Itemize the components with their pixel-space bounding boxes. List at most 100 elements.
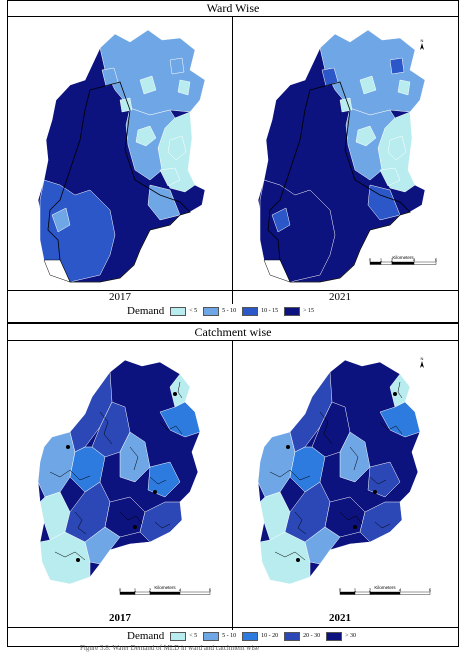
scale-bar-segment [149,591,181,595]
ward-year-2017: 2017 [109,291,131,303]
catchment-legend-item: < 5 [170,631,198,641]
ward-region-mid [367,184,401,221]
catchment-section-title: Catchment wise [194,325,272,339]
catchment-legend: Demand < 5 5 - 10 10 - 20 20 - 30 > 30 [127,630,362,642]
ward-region-low [119,97,133,113]
ward-region-central [345,107,396,181]
catchment-region [259,531,311,585]
ward-region-low [159,167,181,187]
catchment-legend-swatch [326,631,343,641]
scale-bar-tick: 4 [413,258,416,263]
scale-bar-tick: 0 [339,588,342,593]
ward-legend-item: > 15 [284,306,314,316]
catchment-boundary-overlay [47,81,191,283]
catchment-region [159,401,201,438]
catchment-legend-label: Demand [127,630,165,642]
catchment-region [304,526,341,565]
ward-legend-swatch [203,306,220,316]
drainage-line [159,421,183,435]
scale-bar-tick: 6 [209,588,212,593]
catchment-legend-swatch [242,631,259,641]
ward-title-divider [7,16,459,17]
north-arrow-shape [420,43,424,50]
catchment-legend-item-label: 5 - 10 [222,633,237,639]
ward-year-2021: 2021 [329,291,351,303]
drainage-line [274,551,306,561]
drainage-line [149,476,167,485]
catchment-region [367,461,401,498]
ward-region-low [359,75,377,95]
drainage-line [397,381,403,399]
ward-legend-swatch [284,306,301,316]
scale-bar-tick: 1 [380,258,383,263]
ward-legend-swatch [170,306,187,316]
catchment-outlet-point [66,445,70,449]
drainage-line [177,381,183,399]
catchment-legend-swatch [284,631,301,641]
drainage-line [374,521,391,529]
catchment-outlet-point [133,525,137,529]
scale-bar-tick: 1 [354,588,357,593]
catchment-outlet-point [296,558,300,562]
ward-region-low [339,97,353,113]
scale-bar-segment [369,591,401,595]
catchment-legend-item: > 30 [326,631,356,641]
scale-bar-tick: 0 [119,588,122,593]
ward-region-low [135,125,157,147]
catchment-outlet-point [76,558,80,562]
drainage-line [269,469,311,481]
catchment-region [39,531,91,585]
catchment-outlet-point [173,392,177,396]
scale-bar-unit: Kilometers [392,255,414,260]
catchment-legend-swatch [170,631,187,641]
drainage-line [49,469,91,481]
drainage-line [154,521,171,529]
catchment-year-2021: 2021 [329,612,351,624]
drainage-line [294,511,307,535]
drainage-line [319,411,333,445]
drainage-line [129,446,139,471]
scale-bar: Kilometers 0 1 2 4 6 [369,255,438,265]
drainage-line [339,511,363,525]
scale-bar-tick: 2 [369,588,372,593]
scale-bar-segment [399,591,431,595]
ward-legend-swatch [242,306,259,316]
catchment-outlet-point [353,525,357,529]
catchment-legend-item: 10 - 20 [242,631,278,641]
ward-region-outside [263,259,291,283]
ward-region-mid [271,207,291,233]
ward-legend-item-label: 10 - 15 [261,308,279,314]
scale-bar-tick: 4 [179,588,182,593]
ward-region-low [177,79,191,96]
scale-bar-unit: Kilometers [154,585,176,590]
drainage-line [349,446,359,471]
scale-bar-tick: 2 [149,588,152,593]
catchment-map-divider [232,340,233,630]
catchment-region [84,526,121,565]
drainage-line [54,551,86,561]
north-arrow-shape [420,361,424,368]
drainage-line [119,511,143,525]
catchment-region [139,501,183,543]
catchment-region [359,501,403,543]
catchment-year-2017: 2017 [109,612,131,624]
drainage-line [99,411,113,445]
catchment-outlet-point [373,490,377,494]
ward-region-low [139,75,157,95]
scale-bar-segment [391,261,415,265]
scale-bar-tick: 0 [369,258,372,263]
ward-region-low [167,135,187,161]
catchment-map-2017: Kilometers 0 1 2 4 6 [37,359,212,595]
scale-bar-tick: 6 [435,258,438,263]
ward-region-low [355,125,377,147]
catchment-legend-item: 5 - 10 [203,631,237,641]
ward-region-mid [147,184,181,221]
drainage-line [74,511,87,535]
scale-bar-tick: 6 [429,588,432,593]
ward-legend-item: 10 - 15 [242,306,279,316]
catchment-outlet-point [393,392,397,396]
catchment-legend-item-label: < 5 [189,633,198,639]
catchment-legend-item: 20 - 30 [284,631,320,641]
catchment-region [289,446,326,493]
ward-map-2021: N Kilometers 0 1 2 4 6 [257,29,438,283]
